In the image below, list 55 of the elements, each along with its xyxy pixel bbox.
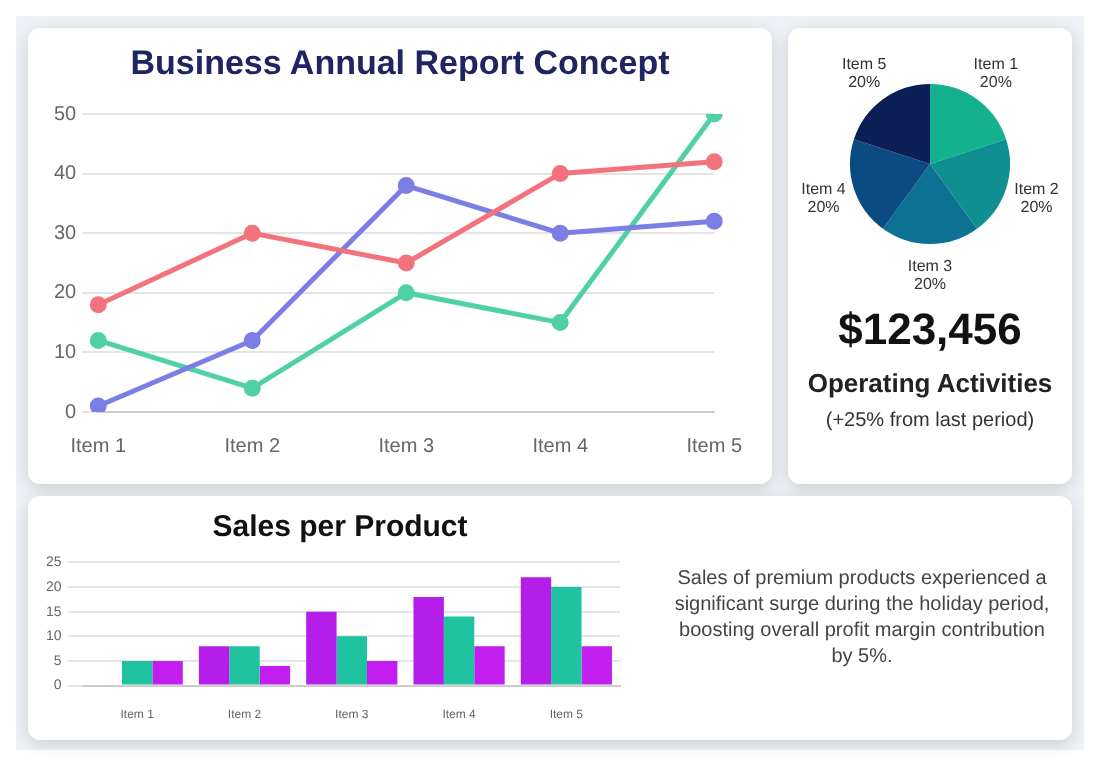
point: [89, 331, 107, 349]
point: [551, 165, 569, 183]
bar: [152, 659, 183, 684]
bar: [520, 576, 552, 684]
text: (+25% from last period): [823, 410, 1037, 432]
y-tick-label: 0: [65, 401, 78, 424]
point: [89, 397, 107, 412]
bar: [122, 659, 153, 684]
data-label: 20%: [913, 275, 947, 294]
y-tick-label: 20: [54, 282, 78, 305]
point: [397, 177, 415, 195]
point: [705, 153, 723, 171]
point: [89, 296, 107, 314]
bar: [551, 586, 582, 684]
point: [551, 224, 569, 242]
x-tick-label: Item 4: [532, 435, 589, 458]
point: [243, 331, 261, 349]
y-tick-label: 40: [54, 163, 78, 186]
bar: [366, 659, 398, 684]
x-tick-label: Item 1: [70, 435, 127, 458]
text: Operating Activities: [805, 368, 1055, 398]
chart-title: Sales per Product: [210, 509, 470, 543]
y-tick-label: 30: [54, 222, 78, 245]
y-tick-label: 10: [54, 341, 78, 364]
data-label: 20%: [807, 198, 840, 217]
bar: [443, 615, 475, 684]
slice-label: Item 1: [973, 54, 1020, 73]
text: $123,456: [836, 304, 1024, 356]
point: [705, 212, 723, 230]
text: Sales of premium products experienced a significant surge during the holiday period, boosting overall profit margin contribution by 5%.: [672, 566, 1052, 670]
bar: [259, 664, 291, 684]
bar: [474, 645, 505, 684]
data-label: 20%: [1020, 198, 1053, 217]
x-tick-label: Item 2: [224, 435, 281, 458]
bar: [229, 645, 260, 684]
chart-title: Business Annual Report Concept: [128, 44, 672, 84]
slice-label: Item 2: [1014, 180, 1060, 199]
data-label: 20%: [848, 72, 881, 91]
data-label: 20%: [979, 72, 1012, 91]
point: [551, 314, 569, 332]
point: [243, 379, 261, 397]
bar: [198, 645, 230, 684]
bar: [306, 610, 337, 684]
x-tick-label: Item 3: [378, 435, 435, 458]
x-tick-label: Item 5: [686, 435, 743, 458]
point: [397, 254, 415, 272]
bar: [413, 595, 444, 684]
y-tick-label: 50: [54, 103, 78, 126]
bar: [336, 635, 367, 684]
bar: [581, 645, 612, 684]
slice-label: Item 4: [801, 180, 847, 199]
point: [243, 224, 261, 242]
slice-label: Item 3: [907, 257, 954, 276]
point: [397, 284, 415, 302]
slice-label: Item 5: [841, 54, 888, 73]
